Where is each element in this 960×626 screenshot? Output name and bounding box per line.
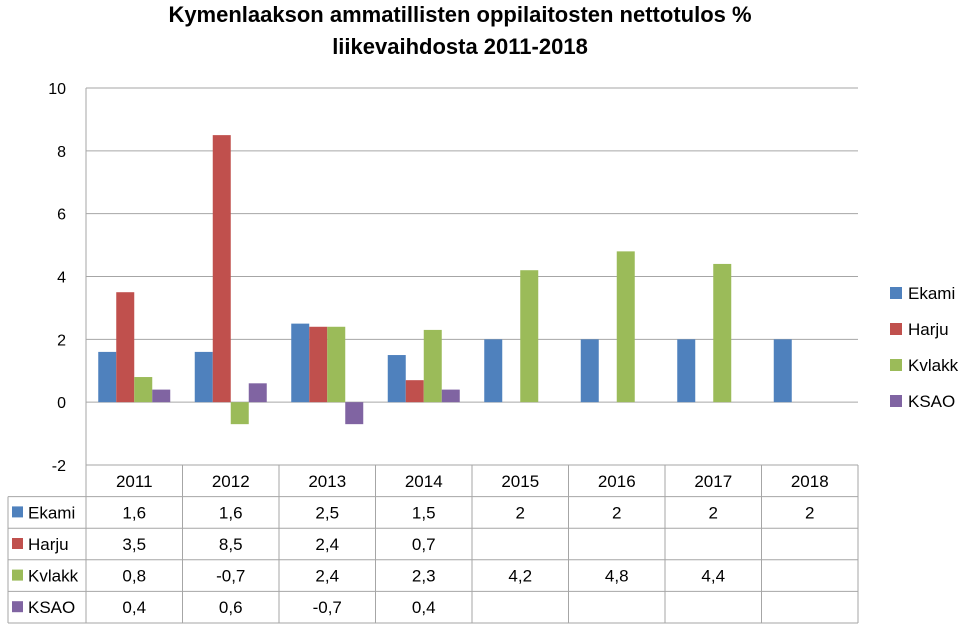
bar-ekami-2013 <box>291 323 310 403</box>
x-tick-label: 2013 <box>308 472 346 491</box>
bar-ekami-2016 <box>580 339 599 403</box>
data-label: 2 <box>805 503 814 522</box>
bar-ksao-2012 <box>248 383 267 403</box>
bar-ekami-2012 <box>194 351 213 403</box>
x-tick-label: 2016 <box>598 472 636 491</box>
legend-label-kvlakk: Kvlakk <box>908 356 959 375</box>
data-label: 0,4 <box>412 598 436 617</box>
table-series-name: Harju <box>28 535 69 554</box>
bars <box>98 135 792 425</box>
bar-harju-2012 <box>212 135 231 403</box>
x-tick-label: 2014 <box>405 472 443 491</box>
data-table: 2011 2012 2013 2014 2015 2016 2017 2018 Ekami 1,6… <box>7 464 859 624</box>
data-label: 0,7 <box>412 535 436 554</box>
y-tick-label: 8 <box>57 144 66 161</box>
data-label: 0,6 <box>219 598 243 617</box>
bar-kvlakk-2011 <box>134 377 153 403</box>
bar-harju-2011 <box>116 292 135 403</box>
bar-ekami-2018 <box>773 339 792 403</box>
data-label: 2,4 <box>315 567 339 586</box>
data-label: 1,5 <box>412 503 436 522</box>
x-tick-label: 2011 <box>116 472 153 491</box>
bar-kvlakk-2015 <box>520 270 539 403</box>
y-tick-label: 10 <box>48 81 66 98</box>
bar-ksao-2013 <box>345 402 364 425</box>
data-label: 4,8 <box>605 567 629 586</box>
x-tick-label: 2017 <box>694 472 732 491</box>
legend-label-harju: Harju <box>908 320 949 339</box>
legend-swatch-ekami <box>890 287 902 299</box>
data-label: 8,5 <box>219 535 243 554</box>
data-label: 4,2 <box>508 567 532 586</box>
table-series-name: Ekami <box>28 503 75 522</box>
data-label: 2,4 <box>315 535 339 554</box>
y-tick-label: 6 <box>57 207 66 224</box>
x-tick-label: 2012 <box>212 472 250 491</box>
data-label: 0,4 <box>122 598 146 617</box>
data-label: -0,7 <box>216 567 245 586</box>
y-tick-label: 0 <box>57 395 66 412</box>
table-legend-swatch <box>12 506 23 518</box>
legend-swatch-kvlakk <box>890 359 902 371</box>
data-label: 2,5 <box>315 503 339 522</box>
gridlines <box>85 87 858 465</box>
bar-ekami-2011 <box>98 351 117 403</box>
bar-harju-2014 <box>405 380 424 403</box>
y-tick-label: 4 <box>57 270 66 287</box>
bar-ekami-2014 <box>387 355 406 403</box>
data-label: 1,6 <box>122 503 146 522</box>
legend-swatch-ksao <box>890 395 902 407</box>
bar-ekami-2015 <box>484 339 503 403</box>
data-label: 2 <box>516 503 525 522</box>
bar-ksao-2011 <box>152 389 171 403</box>
bar-harju-2013 <box>309 326 328 403</box>
table-legend-swatch <box>12 569 23 581</box>
table-series-name: KSAO <box>28 598 75 617</box>
legend-label-ksao: KSAO <box>908 392 955 411</box>
data-label: 3,5 <box>122 535 146 554</box>
bar-kvlakk-2017 <box>713 263 732 403</box>
x-tick-label: 2015 <box>501 472 539 491</box>
y-axis-ticks: 10 8 6 4 2 0 -2 <box>48 81 66 475</box>
table-legend-swatch <box>12 601 23 613</box>
bar-kvlakk-2016 <box>616 251 635 403</box>
table-legend-swatch <box>12 538 23 549</box>
chart-title-line-2: liikevaihdosta 2011-2018 <box>332 34 588 59</box>
bar-kvlakk-2014 <box>423 329 442 403</box>
legend: Ekami Harju Kvlakk KSAO <box>890 284 959 411</box>
data-label: 4,4 <box>701 567 725 586</box>
data-label: 2 <box>612 503 621 522</box>
table-series-name: Kvlakk <box>28 567 79 586</box>
bar-ekami-2017 <box>677 339 696 403</box>
y-tick-label: -2 <box>52 458 66 475</box>
bar-kvlakk-2013 <box>327 326 346 403</box>
legend-swatch-harju <box>890 323 902 335</box>
data-label: 2,3 <box>412 567 436 586</box>
data-label: -0,7 <box>313 598 342 617</box>
data-label: 0,8 <box>122 567 146 586</box>
y-tick-label: 2 <box>57 332 66 349</box>
bar-kvlakk-2012 <box>230 402 249 425</box>
data-label: 1,6 <box>219 503 243 522</box>
chart-title-line-1: Kymenlaakson ammatillisten oppilaitosten… <box>168 2 751 27</box>
bar-ksao-2014 <box>441 389 460 403</box>
legend-label-ekami: Ekami <box>908 284 955 303</box>
data-label: 2 <box>709 503 718 522</box>
x-tick-label: 2018 <box>791 472 829 491</box>
